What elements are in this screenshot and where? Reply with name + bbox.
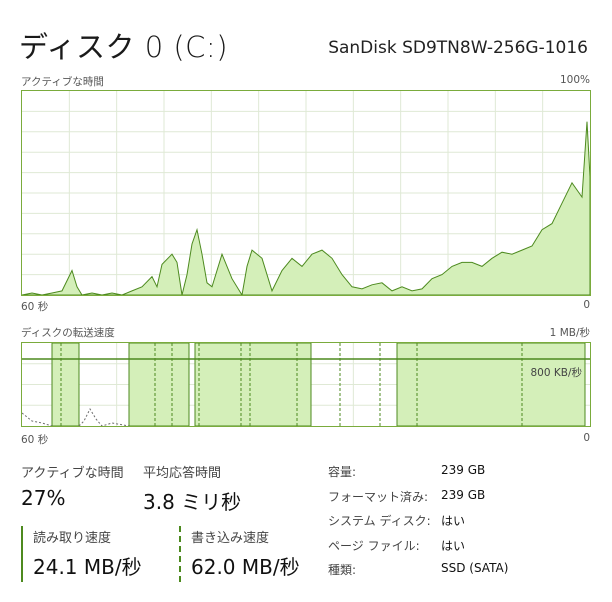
capacity-value: 239 GB [441,463,486,477]
formatted-label: フォーマット済み: [328,490,429,504]
transfer-right-time-label: 0 [583,432,590,444]
active-time-chart [22,91,590,295]
capacity-label: 容量: [328,465,357,479]
transfer-left-time-label: 60 秒 [21,434,49,446]
active-time-area [22,121,590,295]
type-value: SSD (SATA) [441,561,509,575]
page-file-label: ページ ファイル: [328,539,420,553]
write-speed-value: 62.0 MB/秒 [191,555,300,579]
read-speed-label: 読み取り速度 [33,531,112,546]
active-time-left-time-label: 60 秒 [21,301,49,313]
write-speed-label: 書き込み速度 [191,531,270,546]
active-time-max-label: 100% [559,74,590,86]
type-label: 種類: [328,563,357,577]
transfer-max-label: 1 MB/秒 [549,327,590,339]
active-time-graph [21,90,591,296]
read-speed-value: 24.1 MB/秒 [33,555,142,579]
transfer-activity-block [51,343,80,426]
avg-response-stat-value: 3.8 ミリ秒 [143,490,242,514]
page-file-value: はい [441,539,466,553]
disk-model: SanDisk SD9TN8W-256G-1016 [328,38,588,58]
system-disk-value: はい [441,514,466,528]
transfer-graph-label: ディスクの転送速度 [21,327,115,339]
active-time-stat-label: アクティブな時間 [21,466,124,481]
transfer-graph: 800 KB/秒 [21,342,591,427]
transfer-ref-label: 800 KB/秒 [530,367,582,379]
write-speed-indicator [179,526,181,582]
active-time-graph-label: アクティブな時間 [21,76,104,88]
transfer-activity-block [194,343,312,426]
read-speed-indicator [21,526,23,582]
transfer-chart [22,343,590,426]
formatted-value: 239 GB [441,488,486,502]
system-disk-label: システム ディスク: [328,514,431,528]
active-time-stat-value: 27% [21,486,66,510]
active-time-right-time-label: 0 [583,299,590,311]
transfer-read-trace [22,407,130,426]
page-title: ディスク 0 (C:) [19,30,229,64]
avg-response-stat-label: 平均応答時間 [143,466,222,481]
transfer-activity-block [396,343,586,426]
transfer-activity-block [128,343,190,426]
